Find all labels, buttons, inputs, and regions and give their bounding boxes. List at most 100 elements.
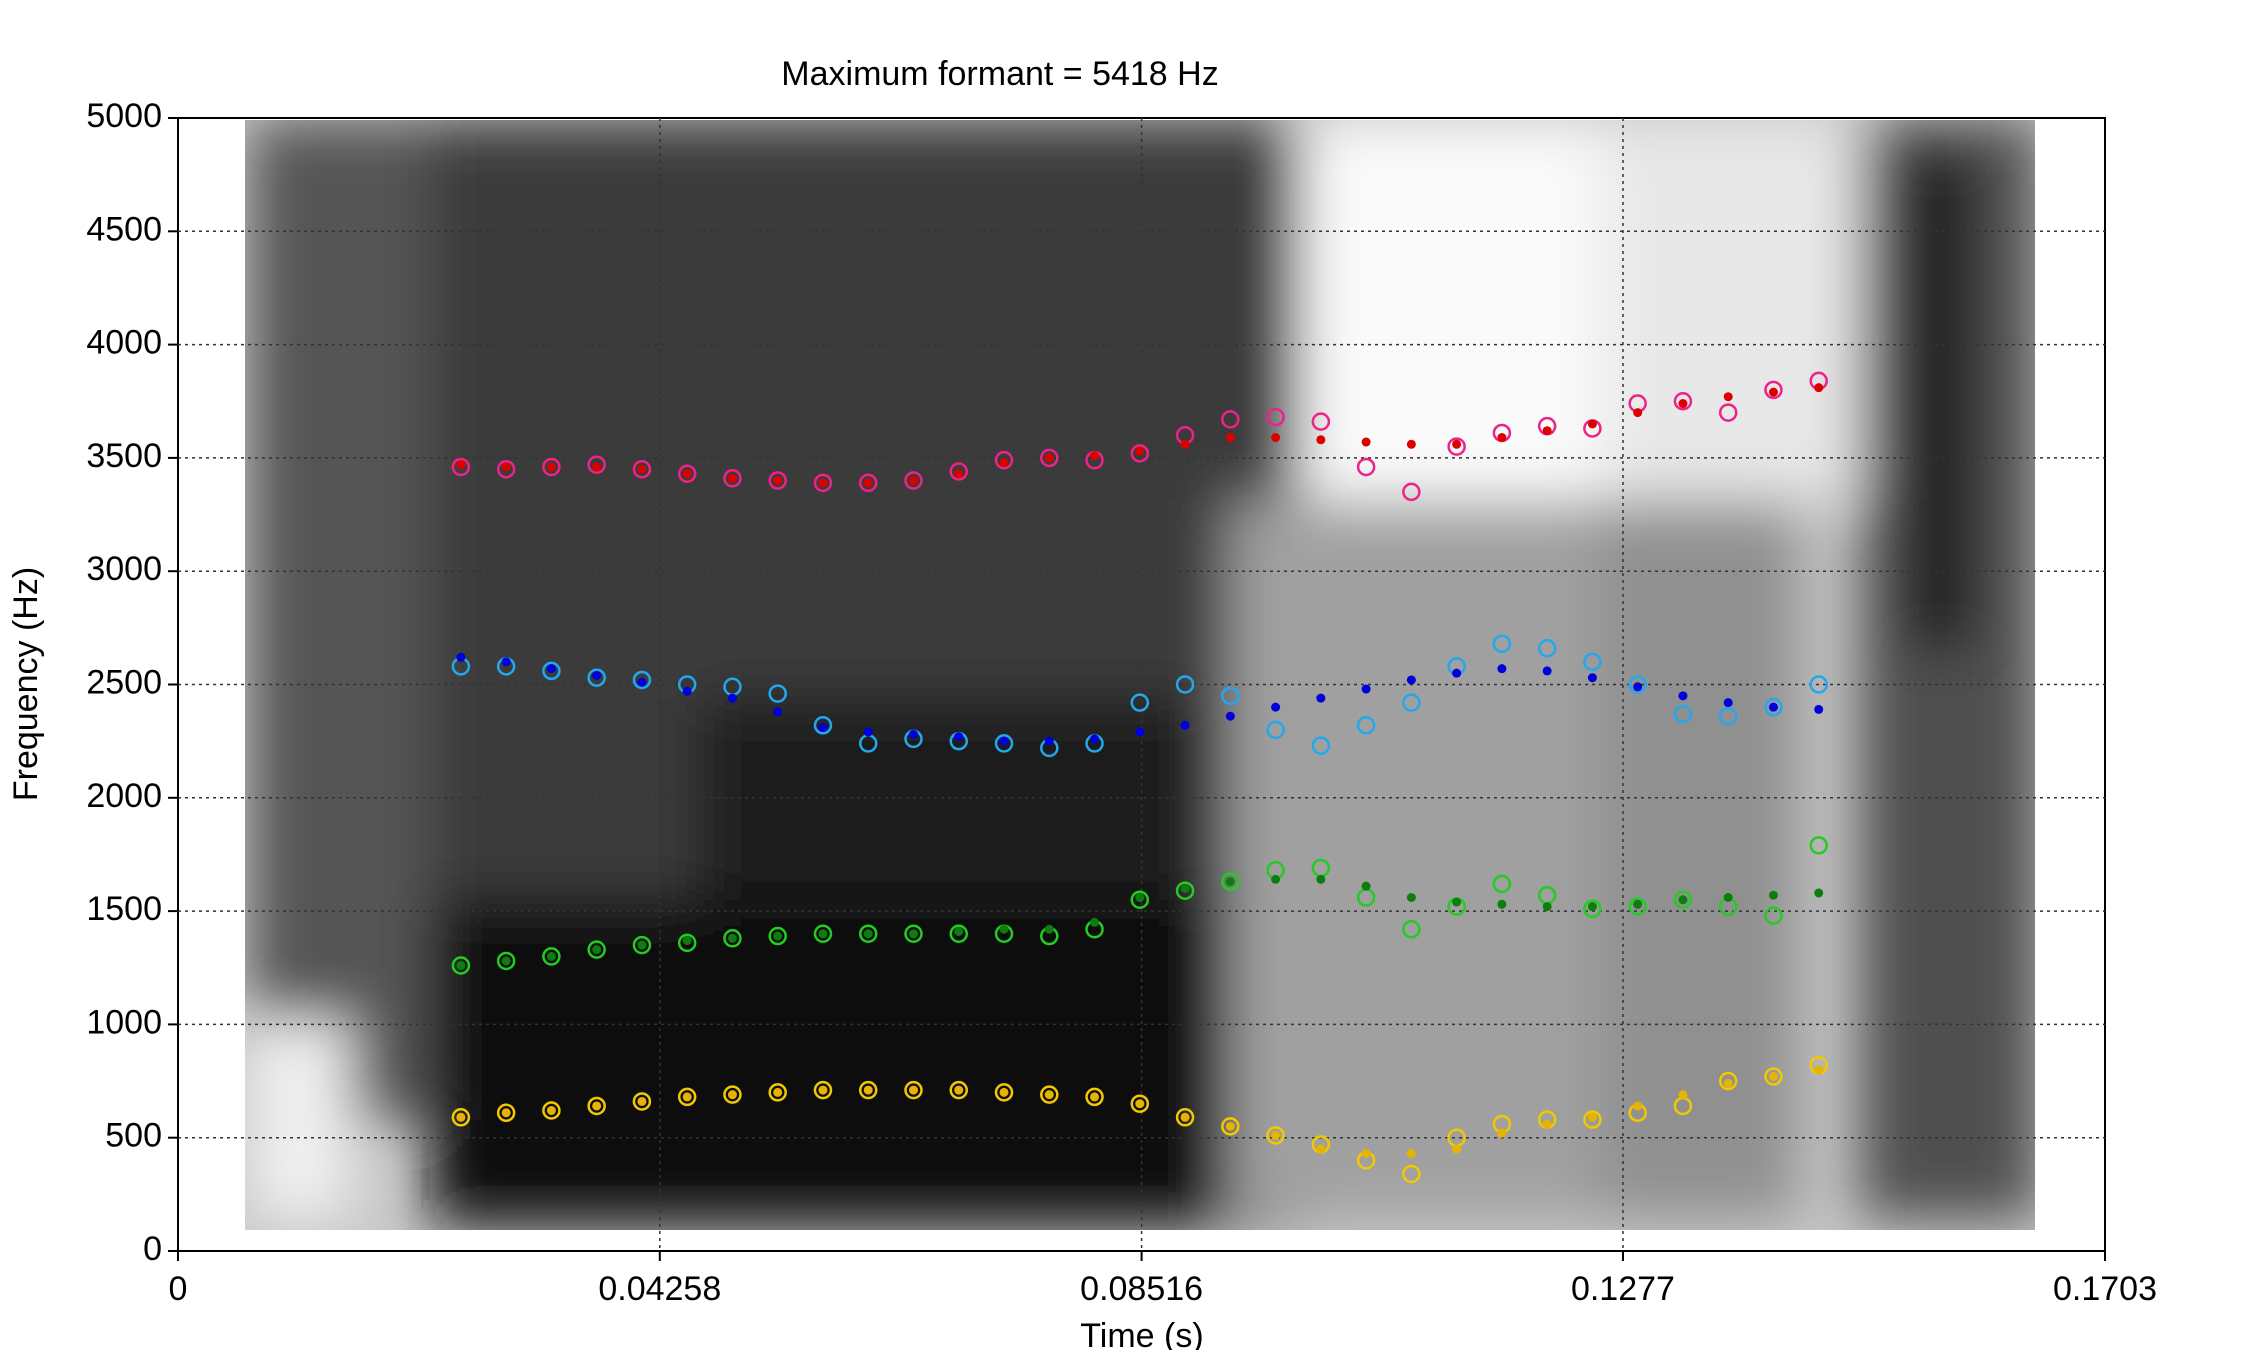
- formant-point: [1673, 392, 1693, 411]
- formant-point: [813, 1080, 833, 1100]
- formant-point: [994, 450, 1014, 470]
- formant-point: [677, 933, 697, 953]
- formant-point: [542, 947, 561, 966]
- formant-point: [501, 1108, 511, 1118]
- formant-point: [1175, 675, 1195, 694]
- formant-point: [1180, 720, 1190, 730]
- y-tick-label: 1000: [86, 1003, 162, 1041]
- formant-point: [1542, 666, 1552, 676]
- formant-point: [949, 462, 969, 481]
- formant-point: [1633, 682, 1643, 692]
- formant-point: [727, 933, 737, 943]
- y-tick-label: 2500: [86, 663, 162, 701]
- formant-point: [677, 1087, 697, 1107]
- formant-point: [908, 1085, 918, 1095]
- formant-point: [1768, 702, 1778, 712]
- formant-point: [1452, 439, 1462, 449]
- formant-point: [813, 716, 833, 735]
- formant-point: [1225, 877, 1235, 887]
- formant-point: [1135, 727, 1145, 737]
- formant-point: [904, 1080, 923, 1100]
- formant-point: [1044, 924, 1054, 934]
- formant-point: [637, 940, 647, 950]
- formant-point: [768, 926, 787, 946]
- formant-point: [1492, 634, 1512, 653]
- formant-point: [858, 924, 878, 944]
- y-tick-label: 0: [143, 1230, 162, 1268]
- formant-point: [1764, 1067, 1783, 1086]
- formant-point: [818, 1085, 828, 1095]
- x-axis-label: Time (s): [1080, 1317, 1203, 1350]
- formant-point: [813, 473, 833, 493]
- formant-point: [1633, 408, 1643, 418]
- formant-point: [1135, 893, 1145, 903]
- formant-point: [773, 931, 783, 941]
- formant-point: [1447, 437, 1466, 456]
- y-tick-label: 3000: [86, 550, 162, 588]
- formant-point: [1090, 1092, 1100, 1102]
- x-tick-label: 0: [169, 1270, 188, 1308]
- formant-point: [546, 462, 556, 472]
- formant-point: [546, 951, 556, 961]
- formant-point: [1361, 1149, 1371, 1159]
- formant-point: [1175, 881, 1195, 900]
- formant-point: [1356, 457, 1376, 477]
- formant-point: [1135, 1099, 1145, 1109]
- formant-point: [1271, 1130, 1281, 1140]
- formant-point: [1814, 383, 1824, 393]
- y-tick-label: 3500: [86, 437, 162, 475]
- formant-point: [1673, 890, 1693, 910]
- formant-point: [592, 1101, 602, 1111]
- formant-point: [1225, 433, 1235, 443]
- formant-point: [949, 924, 969, 944]
- formant-point: [863, 1085, 873, 1095]
- formant-point: [592, 462, 602, 472]
- formant-point: [592, 670, 602, 680]
- formant-point: [1497, 1128, 1507, 1138]
- formant-point: [1718, 1071, 1738, 1091]
- formant-point: [632, 935, 652, 955]
- formant-point: [587, 940, 606, 959]
- formant-point: [1633, 1101, 1643, 1111]
- formant-point: [813, 924, 833, 944]
- formant-point: [994, 734, 1014, 753]
- formant-point: [1225, 711, 1235, 721]
- formant-point: [542, 457, 561, 477]
- formant-point: [496, 951, 516, 971]
- formant-point: [677, 464, 697, 484]
- formant-point: [818, 929, 828, 939]
- formant-point: [1361, 684, 1371, 694]
- y-tick-label: 2000: [86, 777, 162, 815]
- formant-point: [1402, 482, 1421, 502]
- formant-point: [863, 478, 873, 488]
- formant-point: [908, 476, 918, 486]
- formant-point: [1678, 399, 1688, 409]
- formant-point: [773, 707, 783, 717]
- spectrogram: [245, 120, 2035, 1230]
- formant-point: [1768, 387, 1778, 397]
- formant-point: [858, 1080, 878, 1100]
- formant-point: [1492, 874, 1512, 894]
- formant-point: [1361, 437, 1371, 447]
- formant-point: [1135, 446, 1145, 456]
- formant-point: [858, 473, 878, 493]
- formant-point: [1180, 883, 1190, 893]
- formant-point: [863, 727, 873, 737]
- formant-point: [1311, 412, 1331, 431]
- formant-point: [773, 476, 783, 486]
- formant-point: [1316, 1144, 1326, 1154]
- formant-point: [1180, 1112, 1190, 1122]
- formant-point: [1723, 698, 1733, 708]
- formant-point: [501, 657, 511, 667]
- formant-point: [1764, 906, 1783, 925]
- formant-point: [1723, 392, 1733, 402]
- formant-point: [1406, 1149, 1416, 1159]
- formant-point: [456, 1112, 466, 1122]
- formant-point: [1497, 899, 1507, 909]
- formant-point: [1587, 673, 1597, 683]
- formant-point: [999, 457, 1009, 467]
- x-tick-label: 0.1277: [1571, 1270, 1675, 1308]
- formant-point: [1583, 1110, 1602, 1129]
- formant-point: [1130, 693, 1150, 712]
